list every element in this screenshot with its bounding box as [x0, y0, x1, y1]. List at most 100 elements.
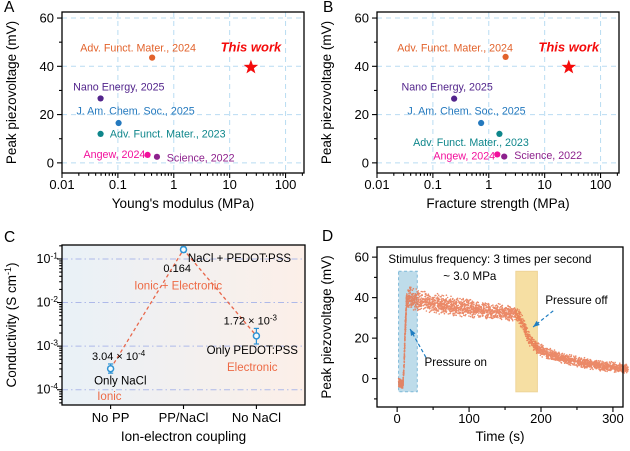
trace-dot — [570, 355, 572, 358]
trace-dot — [610, 360, 613, 363]
trace-dot — [525, 324, 527, 326]
trace-dot — [496, 314, 499, 317]
point-label: Nano Energy, 2025 — [73, 81, 164, 93]
trace-dot — [555, 352, 558, 355]
trace-dot — [483, 305, 485, 308]
trace-dot — [573, 362, 576, 365]
data-point — [144, 151, 151, 158]
trace-dot — [487, 302, 489, 305]
trace-dot — [608, 369, 611, 371]
trace-dot — [589, 359, 592, 361]
trace-dot — [458, 312, 460, 315]
trace-dot — [459, 308, 462, 311]
trace-dot — [602, 364, 604, 367]
trace-dot — [404, 324, 407, 327]
trace-dot — [435, 308, 438, 311]
annotation-text: ~ 3.0 MPa — [443, 270, 497, 283]
trace-dot — [605, 363, 607, 366]
trace-dot — [568, 353, 571, 356]
trace-dot — [502, 316, 504, 318]
trace-dot — [605, 362, 607, 364]
point-label: Angew, 2024 — [84, 149, 146, 161]
trace-dot — [415, 296, 418, 299]
trace-dot — [585, 359, 588, 361]
trace-dot — [475, 306, 477, 309]
trace-dot — [461, 303, 464, 305]
trace-dot — [402, 379, 404, 381]
trace-dot — [499, 315, 501, 317]
trace-dot — [530, 337, 533, 340]
trace-dot — [431, 309, 433, 312]
trace-dot — [563, 360, 566, 362]
trace-dot — [444, 303, 446, 306]
panel-a: 0.01 0.1 1 10 100 0 20 40 60 Young's modulus (MPa… — [0, 0, 315, 226]
star-marker — [561, 59, 576, 74]
trace-dot — [436, 292, 439, 295]
trace-dot — [430, 301, 432, 303]
trace-dot — [400, 381, 402, 383]
trace-dot — [568, 363, 570, 366]
trace-dot — [500, 318, 503, 321]
trace-dot — [405, 321, 407, 324]
trace-dot — [441, 305, 443, 307]
trace-dot — [531, 336, 534, 339]
y-tick-label: 40 — [355, 59, 369, 74]
trace-dot — [432, 305, 435, 308]
trace-dot — [399, 385, 402, 388]
trace-dot — [561, 357, 564, 360]
data-point — [106, 364, 115, 373]
y-axis-title: Peak piezovoltage (mV) — [319, 255, 334, 398]
trace-dot — [501, 307, 503, 309]
trace-dot — [527, 336, 530, 338]
trace-dot — [559, 357, 562, 359]
trace-dot — [487, 313, 490, 315]
trace-dot — [510, 308, 512, 311]
trace-dot — [519, 325, 522, 327]
trace-dot — [564, 355, 567, 357]
panel-label-a: A — [4, 0, 15, 16]
trace-dot — [525, 335, 527, 338]
trace-dot — [408, 294, 410, 296]
trace-dot — [450, 300, 453, 302]
trace-dot — [596, 364, 598, 367]
trace-dot — [414, 293, 417, 295]
trace-dot — [417, 304, 419, 306]
trace-dot — [532, 345, 535, 347]
trace-dot — [406, 299, 408, 302]
y-tick-label: 0 — [47, 155, 54, 170]
data-point — [494, 151, 501, 158]
trace-dot — [551, 349, 553, 352]
trace-dot — [470, 301, 473, 304]
trace-dot — [414, 308, 416, 311]
trace-dot — [553, 358, 556, 361]
trace-dot — [613, 362, 615, 365]
trace-dot — [573, 364, 575, 366]
trace-dot — [540, 343, 543, 346]
trace-dot — [452, 300, 454, 303]
trace-dot — [451, 303, 453, 306]
trace-dot — [552, 350, 554, 353]
trace-dot — [555, 359, 557, 361]
trace-dot — [488, 305, 490, 307]
trace-dot — [583, 356, 586, 359]
trace-dot — [492, 317, 494, 319]
trace-dot — [454, 314, 456, 316]
trace-dot — [534, 347, 537, 350]
trace-dot — [529, 341, 531, 344]
trace-dot — [484, 302, 487, 305]
trace-dot — [462, 301, 465, 303]
trace-dot — [553, 353, 555, 355]
trace-dot — [466, 310, 468, 313]
trace-dot — [553, 349, 556, 351]
trace-dot — [402, 381, 404, 383]
trace-dot — [430, 298, 433, 300]
trace-dot — [522, 321, 524, 323]
trace-dot — [434, 302, 436, 305]
trace-dot — [415, 299, 418, 301]
trace-dot — [424, 294, 427, 296]
y-tick-label: 40 — [355, 290, 369, 305]
data-point — [115, 119, 122, 127]
trace-dot — [449, 308, 452, 310]
trace-dot — [509, 317, 512, 319]
trace-dot — [578, 360, 580, 363]
